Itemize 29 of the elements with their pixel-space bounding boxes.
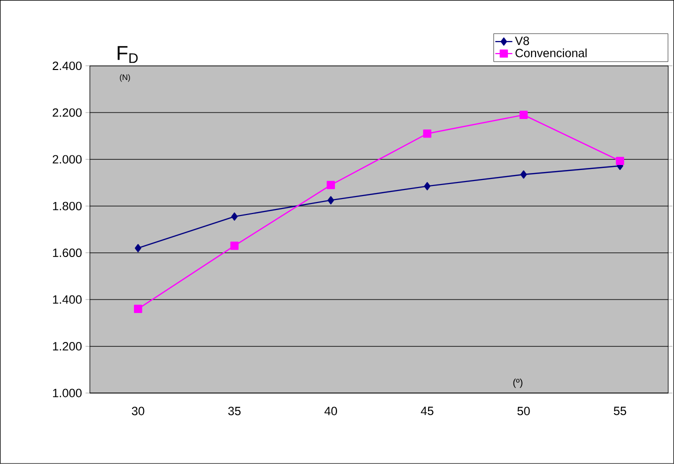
point (326, 180, 335, 190)
point (520, 170, 527, 179)
x-tick-label: 45 (420, 406, 434, 416)
point (231, 212, 238, 221)
point (230, 242, 239, 250)
point (134, 304, 142, 314)
y-tick-label: 1.400 (53, 295, 82, 304)
x-tick-label: 55 (614, 406, 626, 416)
x-tick-label: 40 (324, 406, 338, 416)
point (328, 196, 334, 204)
point (423, 130, 432, 138)
x-tick-label: 50 (517, 406, 530, 416)
y-tick-label: 1.800 (53, 202, 82, 210)
x-axis-title: (º) (513, 378, 522, 388)
y-axis-title: F$_{D}$ (118, 46, 138, 63)
x-tick-label: 30 (132, 406, 144, 416)
x-tick-label: 35 (228, 406, 241, 416)
point (134, 244, 142, 252)
legend-label: Convencional (516, 48, 587, 58)
legend-label: V8 (514, 36, 530, 46)
y-tick-label: 2.400 (52, 62, 82, 70)
y-tick-label: 1.000 (53, 388, 82, 398)
y-tick-label: 1.600 (53, 248, 82, 258)
point (616, 156, 624, 166)
y-tick-label: 2.000 (52, 155, 82, 164)
y-tick-label: 2.200 (52, 108, 82, 117)
y-tick-label: 1.200 (53, 342, 82, 351)
point (520, 110, 528, 120)
point (424, 182, 430, 190)
